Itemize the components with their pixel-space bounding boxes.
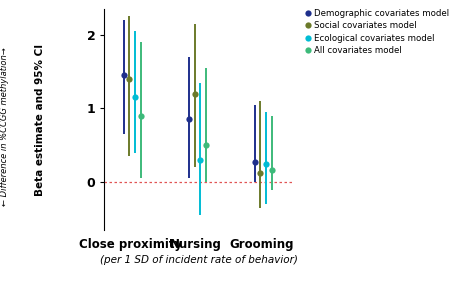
Legend: Demographic covariates model, Social covariates model, Ecological covariates mod: Demographic covariates model, Social cov… [306,9,449,55]
X-axis label: (per 1 SD of incident rate of behavior): (per 1 SD of incident rate of behavior) [100,255,298,265]
Y-axis label: Beta estimate and 95% CI: Beta estimate and 95% CI [35,43,45,196]
Text: ← Difference in %CCGG methylation→: ← Difference in %CCGG methylation→ [0,47,9,206]
